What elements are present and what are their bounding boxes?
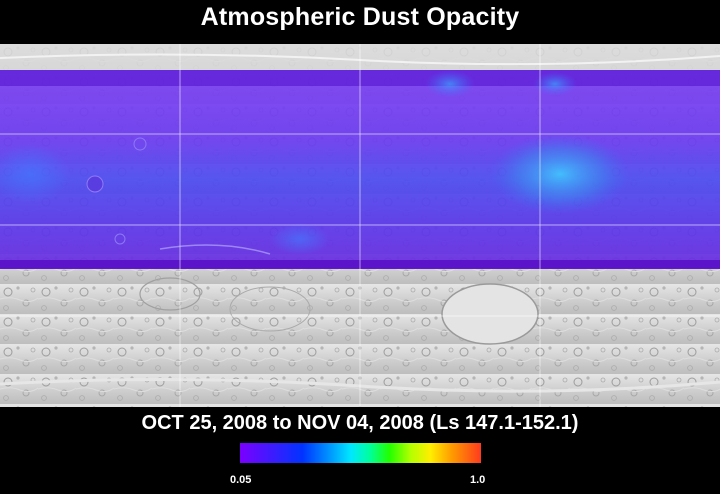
dust-hotspot-east <box>490 134 630 214</box>
graticule <box>0 44 720 407</box>
dust-hotspot-north <box>425 70 475 98</box>
opacity-colorbar <box>240 443 481 463</box>
hellas-basin <box>441 283 539 345</box>
volcano-marker <box>86 175 104 193</box>
mars-map-svg <box>0 44 720 407</box>
map-title: Atmospheric Dust Opacity <box>200 3 520 31</box>
colorbar-max-label: 1.0 <box>470 474 486 486</box>
mars-dust-map <box>0 44 720 407</box>
date-range-label: OCT 25, 2008 to NOV 04, 2008 (Ls 147.1-1… <box>141 412 579 434</box>
colorbar-min-label: 0.05 <box>230 474 252 486</box>
